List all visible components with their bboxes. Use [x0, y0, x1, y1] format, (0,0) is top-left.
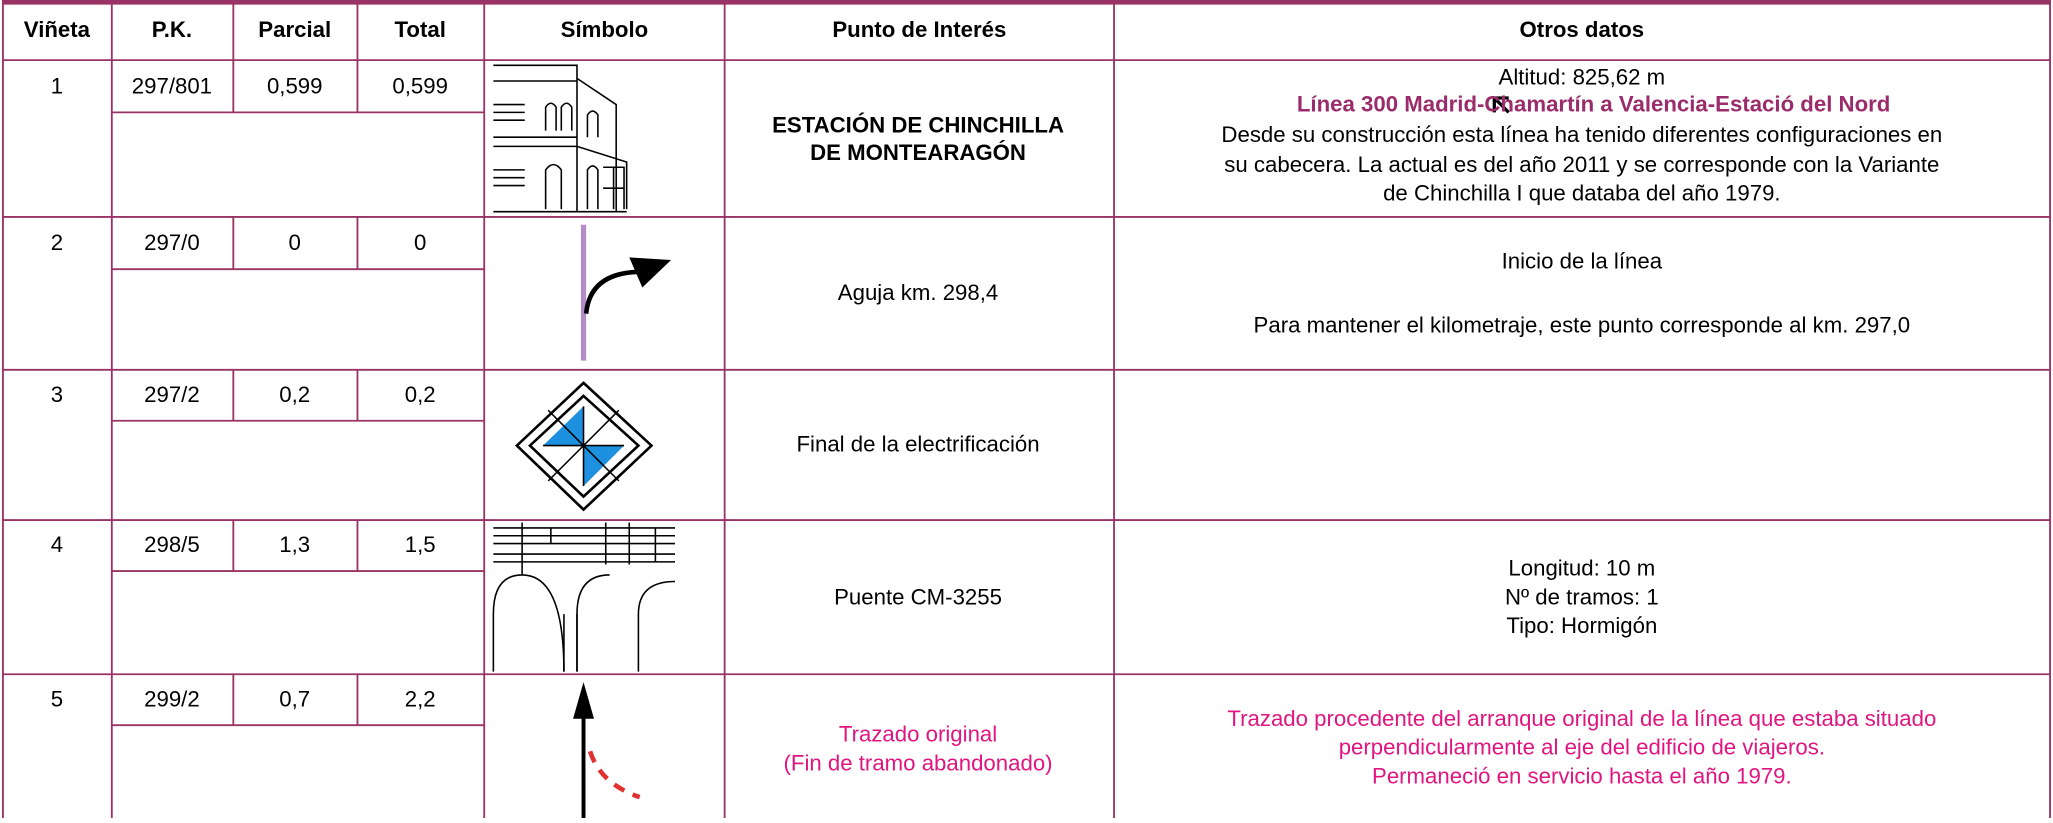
- cell: 0,2: [279, 382, 310, 407]
- cell: DE MONTEARAGÓN: [810, 140, 1026, 165]
- cell: (Fin de tramo abandonado): [784, 750, 1053, 775]
- cell: 1,5: [405, 532, 436, 557]
- header-cell: Parcial: [258, 17, 331, 42]
- cell: Tipo: Hormigón: [1506, 613, 1657, 638]
- header-cell: Símbolo: [561, 17, 649, 42]
- original-route-symbol: [573, 682, 641, 818]
- cell: 0,599: [392, 73, 448, 98]
- cell: 5: [51, 686, 63, 711]
- link[interactable]: Línea 300 Madrid-Chamartín a Valencia-Es…: [1297, 92, 1891, 117]
- cell: Altitud: 825,62 m: [1499, 64, 1666, 89]
- cell: 297/0: [144, 230, 200, 255]
- header-cell: P.K.: [152, 17, 192, 42]
- cell: perpendicularmente al eje del edificio d…: [1339, 735, 1825, 760]
- row-5: 5 299/2 0,7 2,2 Trazado original (Fin de…: [51, 686, 1937, 788]
- cell: 0,599: [267, 73, 323, 98]
- cell: Aguja km. 298,4: [838, 280, 998, 305]
- header-cell: Punto de Interés: [832, 17, 1006, 42]
- bridge-symbol: [492, 522, 675, 672]
- cell: Permaneció en servicio hasta el año 1979…: [1372, 763, 1792, 788]
- cell: 0: [414, 230, 426, 255]
- cell: Puente CM-3255: [834, 584, 1002, 609]
- cell: ESTACIÓN DE CHINCHILLA: [772, 113, 1064, 138]
- cell: 2,2: [405, 686, 436, 711]
- row-3: 3 297/2 0,2 0,2 Final de la electrificac…: [51, 382, 1040, 457]
- electrification-end-symbol: [514, 381, 654, 512]
- station-symbol: [493, 64, 628, 213]
- row-2: 2 297/0 0 0 Aguja km. 298,4 Inicio de la…: [51, 230, 1910, 337]
- cell: 299/2: [144, 686, 200, 711]
- cell: Trazado procedente del arranque original…: [1227, 706, 1936, 731]
- cell: Trazado original: [839, 722, 997, 747]
- cell: 0,7: [279, 686, 310, 711]
- cell: 4: [51, 532, 63, 557]
- cell: Para mantener el kilometraje, este punto…: [1254, 313, 1911, 338]
- cell: 297/801: [132, 73, 212, 98]
- header-cell: Viñeta: [24, 17, 91, 42]
- cell: 1,3: [279, 532, 310, 557]
- cell: de Chinchilla I que databa del año 1979.: [1383, 181, 1781, 206]
- link-arrow-icon: [1492, 96, 1510, 114]
- cell: Longitud: 10 m: [1508, 556, 1655, 581]
- header-cell: Total: [394, 17, 445, 42]
- cell: 3: [51, 382, 63, 407]
- cell: Inicio de la línea: [1502, 249, 1663, 274]
- header-cell: Otros datos: [1520, 17, 1645, 42]
- cell: Nº de tramos: 1: [1505, 584, 1659, 609]
- cell: Final de la electrificación: [796, 431, 1039, 456]
- switch-symbol: [580, 224, 672, 361]
- cell: 2: [51, 230, 63, 255]
- cell: 1: [51, 73, 63, 98]
- cell: Desde su construcción esta línea ha teni…: [1221, 122, 1942, 147]
- cell: 0,2: [405, 382, 436, 407]
- row-1: 1 297/801 0,599 0,599 ESTACIÓN DE CHINCH…: [51, 64, 1943, 205]
- cell: 0: [289, 230, 301, 255]
- cell: su cabecera. La actual es del año 2011 y…: [1224, 152, 1939, 177]
- cell: 297/2: [144, 382, 200, 407]
- cell: 298/5: [144, 532, 200, 557]
- row-4: 4 298/5 1,3 1,5 Puente CM-3255 Longitud:…: [51, 532, 1659, 638]
